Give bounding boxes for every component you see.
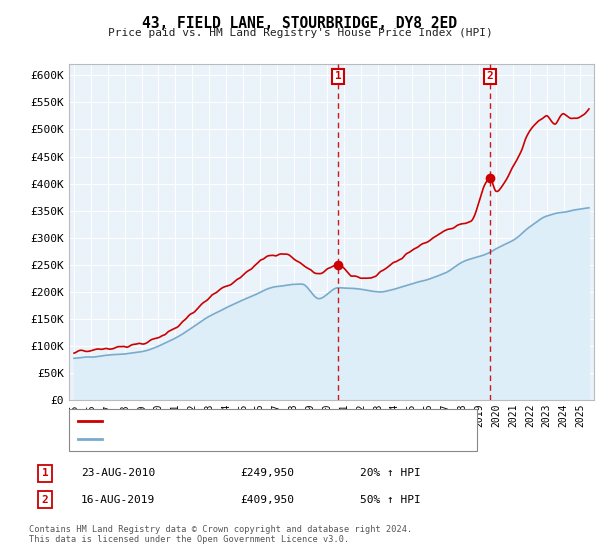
Text: HPI: Average price, detached house, Dudley: HPI: Average price, detached house, Dudl… [106,434,368,444]
Text: 1: 1 [335,71,341,81]
Text: 23-AUG-2010: 23-AUG-2010 [81,468,155,478]
Text: 2: 2 [41,494,49,505]
Text: £409,950: £409,950 [240,494,294,505]
Text: 43, FIELD LANE, STOURBRIDGE, DY8 2ED (detached house): 43, FIELD LANE, STOURBRIDGE, DY8 2ED (de… [106,416,437,426]
Text: 43, FIELD LANE, STOURBRIDGE, DY8 2ED: 43, FIELD LANE, STOURBRIDGE, DY8 2ED [143,16,458,31]
Text: Contains HM Land Registry data © Crown copyright and database right 2024.
This d: Contains HM Land Registry data © Crown c… [29,525,412,544]
Text: 50% ↑ HPI: 50% ↑ HPI [360,494,421,505]
Text: £249,950: £249,950 [240,468,294,478]
Text: Price paid vs. HM Land Registry's House Price Index (HPI): Price paid vs. HM Land Registry's House … [107,28,493,38]
Text: 2: 2 [487,71,493,81]
Text: 16-AUG-2019: 16-AUG-2019 [81,494,155,505]
Text: 20% ↑ HPI: 20% ↑ HPI [360,468,421,478]
Text: 1: 1 [41,468,49,478]
